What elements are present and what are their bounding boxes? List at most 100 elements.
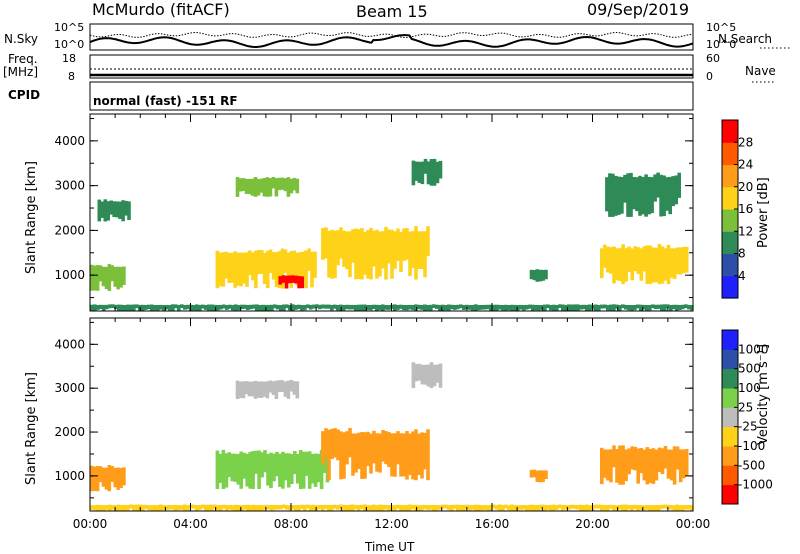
velocity-data-cell — [468, 505, 472, 511]
velocity-data-cell — [546, 505, 550, 510]
power-data-cell — [669, 305, 673, 311]
velocity-data-cell — [150, 505, 154, 511]
velocity-data-cell — [645, 505, 649, 510]
velocity-data-cell — [290, 454, 294, 484]
power-data-cell — [101, 266, 106, 287]
velocity-data-cell — [357, 432, 361, 469]
power-data-cell — [662, 175, 666, 217]
velocity-data-cell — [609, 504, 613, 509]
power-data-cell — [644, 174, 648, 217]
power-data-cell — [348, 304, 352, 310]
velocity-data-cell — [210, 504, 214, 511]
power-data-cell — [248, 250, 252, 276]
velocity-data-cell — [480, 505, 484, 511]
velocity-data-cell — [489, 504, 493, 511]
velocity-data-cell — [402, 505, 406, 511]
velocity-data-cell — [573, 504, 577, 509]
velocity-data-cell — [265, 381, 270, 399]
velocity-data-cell — [318, 504, 322, 510]
velocity-data-cell — [262, 381, 267, 397]
power-data-cell — [351, 304, 355, 310]
velocity-data-cell — [222, 504, 226, 509]
power-data-cell — [246, 305, 250, 310]
velocity-data-cell — [153, 505, 157, 511]
power-data-cell — [555, 305, 559, 311]
velocity-colorbar-segment — [722, 349, 738, 370]
velocity-data-cell — [289, 380, 294, 392]
velocity-data-cell — [417, 433, 421, 475]
power-data-cell — [630, 248, 634, 281]
time-xlabel: Time UT — [365, 540, 415, 554]
power-data-cell — [396, 228, 400, 261]
power-data-cell — [678, 247, 683, 275]
power-data-cell — [672, 248, 677, 280]
velocity-data-cell — [408, 504, 412, 511]
power-data-cell — [363, 304, 367, 311]
power-data-cell — [168, 305, 172, 311]
velocity-data-cell — [272, 453, 276, 482]
velocity-data-cell — [535, 470, 539, 482]
velocity-data-cell — [435, 364, 440, 383]
velocity-data-cell — [183, 504, 187, 511]
power-data-cell — [357, 304, 361, 311]
power-data-cell — [348, 231, 352, 278]
velocity-data-cell — [513, 505, 517, 511]
power-data-cell — [504, 304, 508, 311]
power-data-cell — [312, 304, 316, 309]
velocity-data-cell — [420, 505, 424, 511]
velocity-data-cell — [642, 505, 646, 511]
freq-tick-bottom: 8 — [68, 70, 75, 83]
power-data-cell — [453, 305, 457, 310]
power-data-cell — [354, 228, 358, 280]
power-colorbar-segment — [722, 253, 738, 277]
velocity-data-cell — [360, 432, 364, 479]
power-data-cell — [122, 266, 126, 285]
power-data-cell — [280, 248, 285, 289]
velocity-data-cell — [297, 505, 301, 511]
velocity-data-cell — [372, 430, 376, 464]
power-data-cell — [300, 276, 305, 289]
velocity-data-cell — [522, 505, 526, 510]
velocity-data-cell — [288, 505, 292, 511]
velocity-data-cell — [538, 470, 542, 483]
power-data-cell — [286, 177, 291, 197]
power-data-cell — [624, 248, 628, 282]
power-data-cell — [663, 304, 667, 311]
power-data-cell — [324, 304, 328, 309]
power-data-cell — [171, 304, 175, 311]
velocity-data-cell — [609, 449, 613, 483]
power-data-cell — [381, 231, 385, 269]
power-data-cell — [213, 304, 217, 311]
power-data-cell — [123, 305, 127, 311]
power-data-cell — [576, 304, 580, 311]
power-data-cell — [489, 304, 493, 311]
velocity-data-cell — [111, 505, 115, 510]
velocity-data-cell — [104, 467, 109, 490]
velocity-data-cell — [108, 504, 112, 511]
velocity-data-cell — [319, 450, 324, 490]
colorbar-tick-label: -1000 — [738, 478, 773, 492]
power-data-cell — [690, 305, 694, 311]
power-data-cell — [684, 304, 688, 308]
velocity-data-cell — [102, 505, 106, 511]
velocity-data-cell — [245, 453, 249, 487]
freq-label: Freq. — [8, 52, 38, 66]
velocity-data-cell — [119, 467, 123, 489]
y-tick-label: 3000 — [54, 179, 85, 193]
velocity-data-cell — [96, 504, 100, 511]
power-data-cell — [627, 305, 631, 311]
power-data-cell — [477, 305, 481, 311]
power-data-cell — [273, 304, 277, 309]
power-data-cell — [277, 251, 282, 288]
power-data-cell — [283, 178, 288, 192]
velocity-data-cell — [354, 433, 358, 473]
power-data-cell — [270, 304, 274, 311]
velocity-data-cell — [114, 505, 118, 511]
velocity-data-cell — [240, 505, 244, 511]
power-data-cell — [600, 248, 604, 279]
power-data-cell — [414, 304, 418, 311]
velocity-data-cell — [95, 466, 100, 492]
velocity-data-cell — [309, 505, 313, 511]
velocity-data-cell — [636, 448, 640, 484]
power-data-cell — [287, 275, 292, 284]
